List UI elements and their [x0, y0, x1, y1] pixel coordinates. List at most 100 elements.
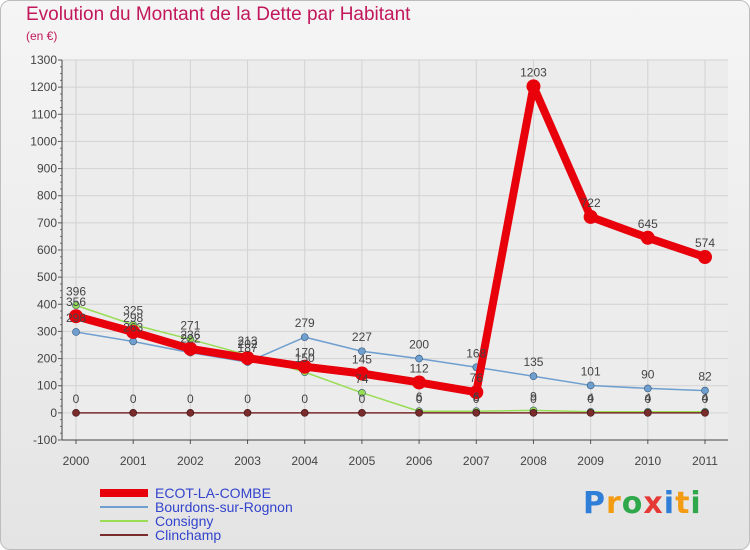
data-label: 0: [244, 392, 251, 406]
x-tick-label: 2011: [692, 454, 718, 468]
data-label: 574: [695, 236, 715, 250]
data-label: 0: [473, 392, 480, 406]
data-label: 213: [238, 334, 258, 348]
legend-item-clinchamp: Clinchamp: [100, 527, 360, 543]
data-label: 0: [644, 392, 651, 406]
data-label: 722: [581, 196, 601, 210]
data-label: 76: [470, 371, 484, 385]
data-point: [186, 409, 195, 417]
logo-letter: i: [663, 486, 676, 521]
data-point: [412, 375, 427, 390]
data-point: [69, 309, 83, 324]
legend-item-ecot: ECOT-LA-COMBE: [100, 485, 360, 501]
data-point: [701, 409, 709, 417]
series-line-0: [72, 82, 709, 397]
data-label: 222: [180, 332, 200, 346]
data-point: [358, 409, 366, 417]
logo-letter: i: [690, 486, 702, 521]
y-tick-label: 0: [50, 406, 57, 420]
data-point: [300, 333, 309, 341]
data-point: [701, 386, 709, 395]
data-label: 263: [123, 320, 143, 334]
data-label: 0: [187, 392, 194, 406]
legend-label-clinchamp: Clinchamp: [155, 527, 222, 543]
legend-swatch-consigny: [100, 520, 148, 522]
data-point: [586, 381, 595, 390]
data-label: 0: [359, 392, 366, 406]
y-tick-label: 900: [37, 162, 57, 176]
data-label: 0: [301, 392, 308, 406]
data-label: 1203: [520, 65, 547, 79]
data-label: 202: [238, 337, 258, 351]
y-tick-label: 300: [37, 324, 57, 338]
data-point: [698, 250, 712, 265]
y-tick-label: 700: [37, 216, 57, 230]
data-point: [469, 385, 484, 400]
data-label: 0: [416, 392, 423, 406]
data-point: [644, 409, 652, 417]
data-point: [297, 359, 312, 374]
data-label: 168: [466, 346, 486, 360]
data-label: 187: [238, 341, 258, 355]
legend-swatch-clinchamp: [100, 534, 148, 536]
data-point: [354, 366, 369, 381]
data-point: [183, 341, 198, 356]
data-label: 74: [355, 372, 369, 386]
data-point: [586, 409, 595, 417]
data-label: 150: [295, 351, 315, 365]
logo-letter: r: [606, 486, 622, 521]
x-tick-label: 2010: [634, 454, 661, 468]
data-label: 82: [698, 370, 712, 384]
legend: ECOT-LA-COMBE Bourdons-sur-Rognon Consig…: [100, 485, 360, 543]
data-point: [72, 301, 80, 310]
data-label: 9: [530, 389, 537, 403]
x-tick-label: 2009: [577, 454, 604, 468]
data-point: [472, 409, 481, 417]
data-point: [72, 328, 80, 336]
data-label: 298: [66, 311, 86, 325]
y-tick-label: 1000: [30, 134, 57, 148]
data-point: [529, 409, 538, 417]
y-tick-label: 1300: [30, 53, 57, 67]
data-label: 0: [587, 392, 594, 406]
data-label: 4: [644, 391, 651, 405]
y-tick-label: 600: [37, 243, 57, 257]
y-tick-label: 400: [37, 297, 57, 311]
data-point: [640, 230, 655, 245]
data-point: [72, 409, 80, 417]
data-label: 145: [352, 353, 372, 367]
data-label: 6: [416, 390, 423, 404]
data-label: 271: [180, 318, 200, 332]
data-label: 0: [702, 392, 709, 406]
data-label: 645: [638, 217, 658, 231]
logo-letter: t: [675, 486, 691, 521]
data-point: [243, 409, 252, 417]
data-label: 325: [123, 304, 143, 318]
legend-label-bourdons: Bourdons-sur-Rognon: [155, 499, 293, 515]
data-label: 298: [123, 311, 143, 325]
data-label: 4: [702, 391, 709, 405]
data-label: 227: [352, 330, 372, 344]
data-point: [129, 409, 137, 417]
data-label: 356: [66, 295, 86, 309]
data-label: 170: [295, 346, 315, 360]
data-point: [415, 409, 423, 417]
data-point: [358, 388, 366, 397]
y-tick-label: -100: [33, 433, 57, 447]
x-tick-label: 2003: [234, 454, 261, 468]
data-point: [358, 347, 366, 356]
data-point: [529, 372, 538, 381]
data-point: [583, 209, 598, 224]
data-label: 0: [73, 392, 80, 406]
x-tick-label: 2006: [406, 454, 433, 468]
data-label: 279: [295, 316, 315, 330]
x-tick-label: 2000: [63, 454, 90, 468]
series-line-1: [75, 331, 706, 392]
data-label: 396: [66, 284, 86, 298]
x-tick-label: 2005: [349, 454, 376, 468]
x-tick-label: 2008: [520, 454, 547, 468]
legend-swatch-ecot: [100, 489, 148, 497]
chart-subtitle: (en €): [26, 29, 58, 43]
data-label: 200: [409, 338, 429, 352]
